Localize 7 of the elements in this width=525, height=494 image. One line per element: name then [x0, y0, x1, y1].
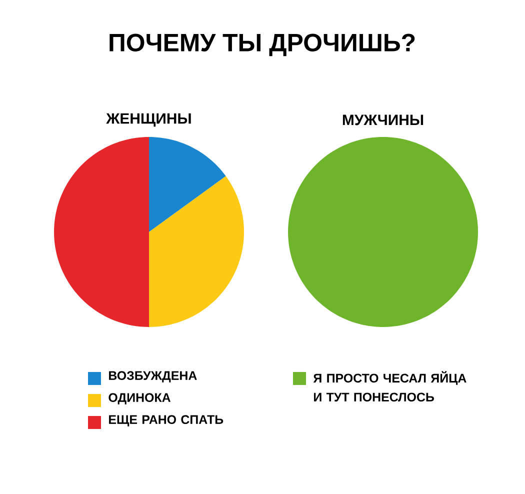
legend-label: ВОЗБУЖДЕНА	[109, 371, 197, 382]
legend-label: ОДИНОКА	[108, 393, 170, 404]
chart-subtitle: ЖЕНЩИНЫ	[106, 113, 191, 127]
chart-title: ПОЧЕМУ ТЫ ДРОЧИШЬ?	[110, 34, 415, 56]
legend-label: ЕЩЕ РАНО СПАТЬ	[109, 415, 224, 426]
chart-subtitle: МУЖЧИНЫ	[342, 114, 424, 126]
legend-label: Я ПРОСТО ЧЕСАЛ ЯЙЦА И ТУТ ПОНЕСЛОСЬ	[313, 371, 466, 402]
